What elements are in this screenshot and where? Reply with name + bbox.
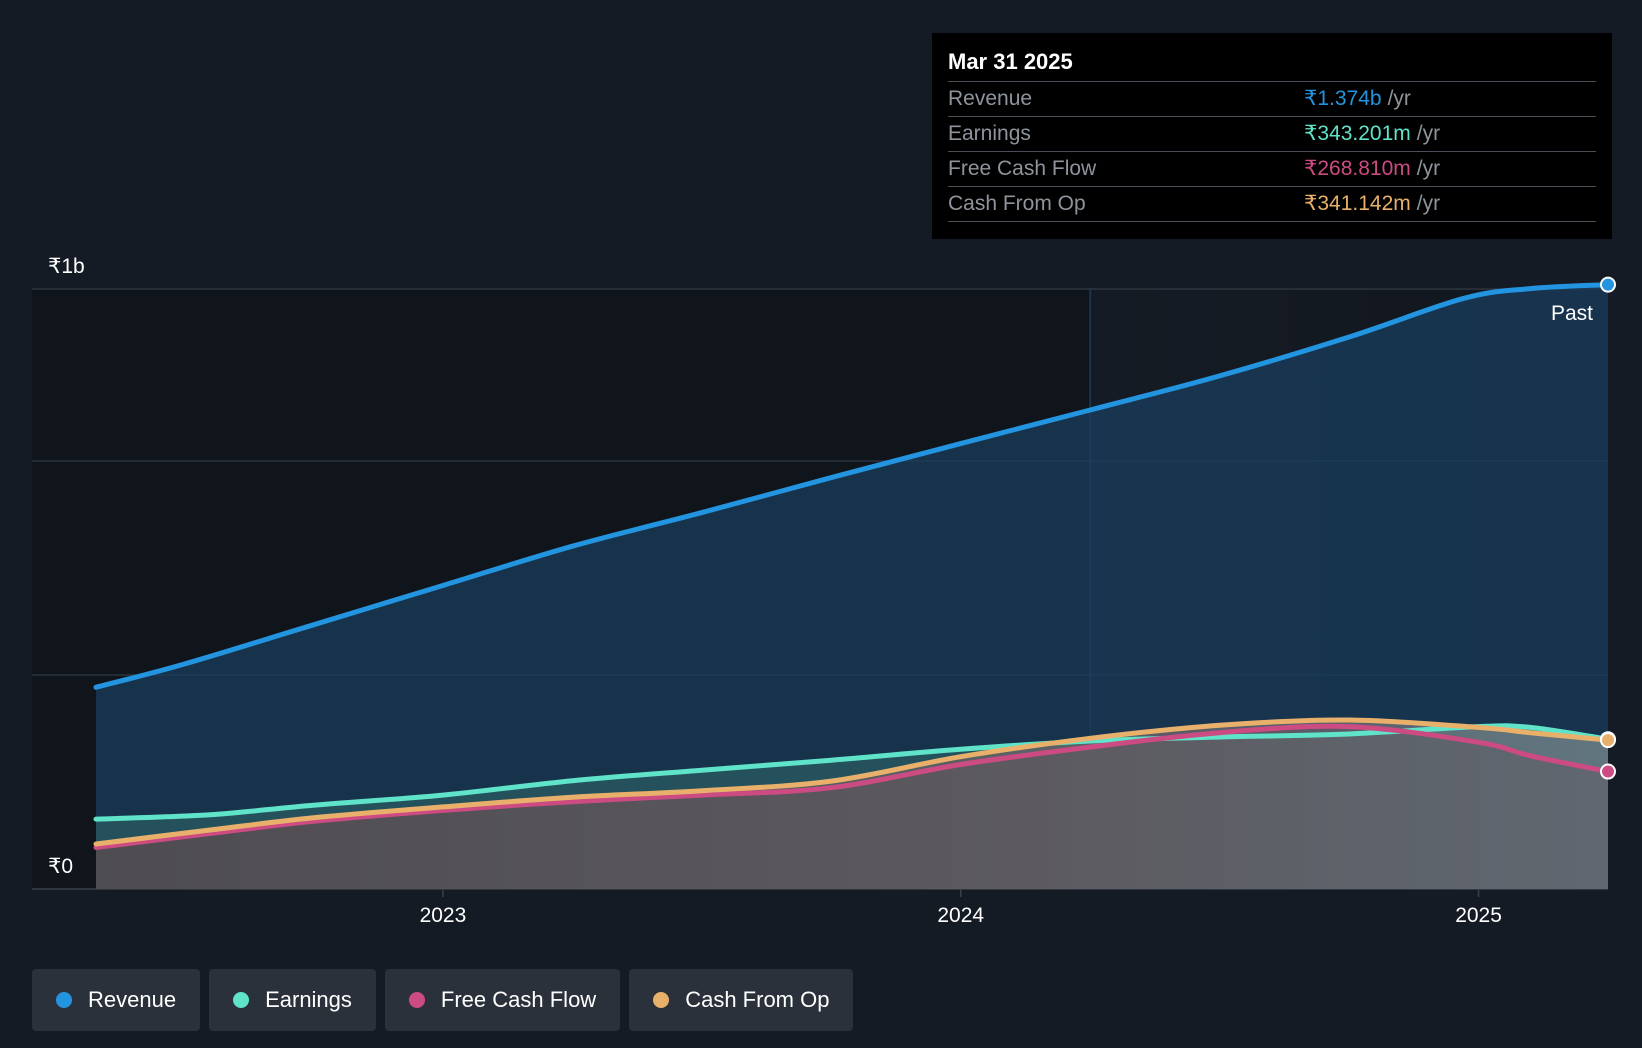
legend-label: Free Cash Flow	[440, 987, 597, 1012]
x-tick-label: 2024	[937, 904, 984, 927]
legend-dot-icon	[653, 992, 670, 1008]
tooltip-unit: /yr	[1416, 192, 1441, 215]
tooltip-date: Mar 31 2025	[948, 47, 1596, 82]
y-tick-label: ₹1b	[48, 255, 85, 278]
cash-from-op-line	[93, 717, 1611, 847]
cash-from-op-end-dot	[1600, 732, 1616, 749]
free-cash-flow-end-dot	[1600, 763, 1616, 780]
tooltip: Mar 31 2025 Revenue ₹1.374b /yr Earnings…	[932, 33, 1612, 239]
tooltip-row-earnings: Earnings ₹343.201m /yr	[948, 117, 1596, 152]
tooltip-row-revenue: Revenue ₹1.374b /yr	[948, 82, 1596, 117]
legend-item-earnings[interactable]: Earnings	[209, 969, 376, 1031]
tooltip-unit: /yr	[1416, 122, 1441, 145]
tooltip-label: Earnings	[948, 122, 1031, 145]
cash-from-op-area	[96, 719, 1608, 889]
legend-label: Earnings	[265, 987, 352, 1012]
past-label: Past	[1551, 302, 1593, 325]
legend-item-revenue[interactable]: Revenue	[32, 969, 201, 1031]
legend-dot-icon	[408, 992, 425, 1008]
tooltip-label: Cash From Op	[948, 192, 1086, 215]
legend: Revenue Earnings Free Cash Flow Cash Fro…	[32, 969, 854, 1031]
legend-item-cash-from-op[interactable]: Cash From Op	[629, 969, 854, 1031]
tooltip-value: ₹268.810m	[1304, 157, 1411, 180]
tooltip-value: ₹1.374b	[1304, 87, 1382, 110]
tooltip-label: Free Cash Flow	[948, 157, 1097, 180]
x-tick-label: 2023	[420, 904, 467, 927]
revenue-line	[93, 282, 1611, 690]
free-cash-flow-line	[93, 723, 1611, 850]
revenue-end-dot	[1600, 276, 1616, 293]
x-tick-label: 2025	[1455, 904, 1502, 927]
tooltip-row-free-cash-flow: Free Cash Flow ₹268.810m /yr	[948, 152, 1596, 187]
tooltip-row-cash-from-op: Cash From Op ₹341.142m /yr	[948, 187, 1596, 222]
tooltip-value: ₹341.142m	[1304, 192, 1411, 215]
tooltip-unit: /yr	[1387, 87, 1411, 110]
tooltip-unit: /yr	[1416, 157, 1441, 180]
legend-label: Cash From Op	[685, 987, 830, 1012]
legend-dot-icon	[56, 992, 72, 1008]
legend-item-free-cash-flow[interactable]: Free Cash Flow	[384, 969, 621, 1031]
legend-label: Revenue	[88, 987, 177, 1012]
y-tick-label: ₹0	[48, 855, 73, 878]
free-cash-flow-area	[96, 726, 1608, 889]
tooltip-value: ₹343.201m	[1304, 122, 1411, 145]
tooltip-label: Revenue	[948, 87, 1033, 110]
legend-dot-icon	[233, 992, 250, 1008]
